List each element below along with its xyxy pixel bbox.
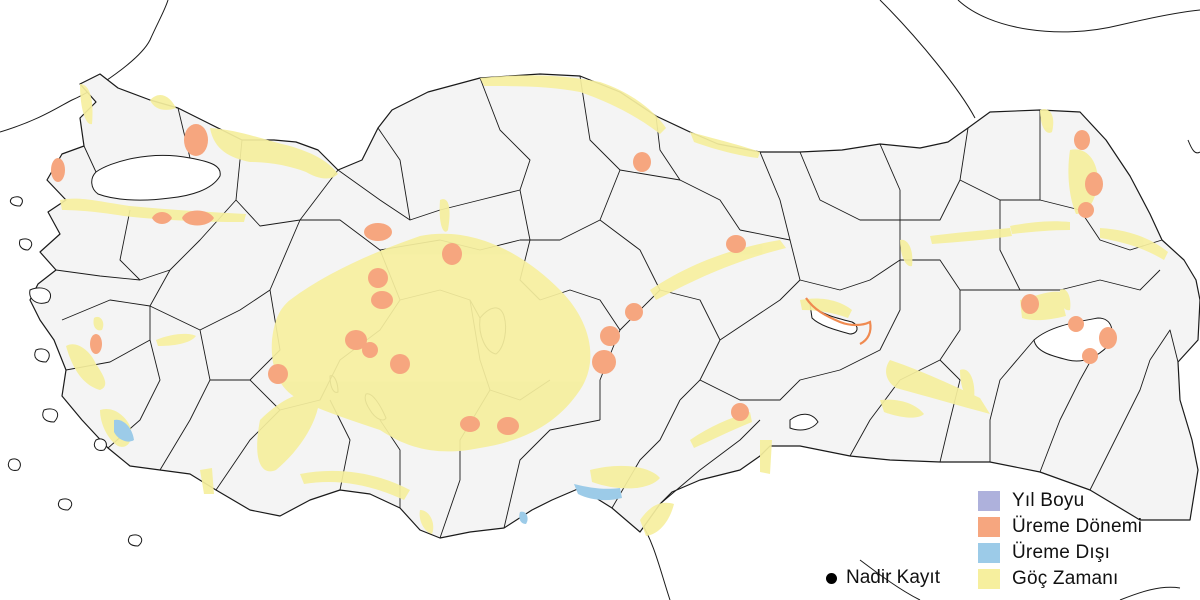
legend-label: Üreme Dönemi bbox=[1012, 516, 1143, 537]
legend-label: Göç Zamanı bbox=[1012, 568, 1119, 589]
breeding-range bbox=[51, 124, 1117, 435]
migration-swatch bbox=[978, 569, 1000, 589]
ataturk-dam bbox=[789, 413, 819, 431]
legend-item-migration: Göç Zamanı bbox=[978, 566, 1142, 592]
non-breeding-range bbox=[114, 419, 622, 524]
breeding-river bbox=[805, 297, 872, 345]
legend-label: Yıl Boyu bbox=[1012, 490, 1085, 511]
legend-item-breeding: Üreme Dönemi bbox=[978, 514, 1142, 540]
rare-record-dot bbox=[826, 572, 837, 584]
legend-label: Üreme Dışı bbox=[1012, 542, 1111, 563]
rare-record-label: Nadir Kayıt bbox=[846, 567, 940, 588]
year-round-swatch bbox=[978, 491, 1000, 511]
migration-range bbox=[60, 75, 1168, 536]
legend-item-non-breeding: Üreme Dışı bbox=[978, 540, 1142, 566]
non-breeding-swatch bbox=[978, 543, 1000, 563]
legend: Yıl Boyu Üreme Dönemi Üreme Dışı Göç Zam… bbox=[978, 488, 1142, 592]
aegean-islands bbox=[7, 196, 143, 547]
rare-record-legend: Nadir Kayıt bbox=[826, 567, 940, 589]
breeding-swatch bbox=[978, 517, 1000, 537]
marmara-sea bbox=[91, 154, 221, 201]
legend-item-year-round: Yıl Boyu bbox=[978, 488, 1142, 514]
